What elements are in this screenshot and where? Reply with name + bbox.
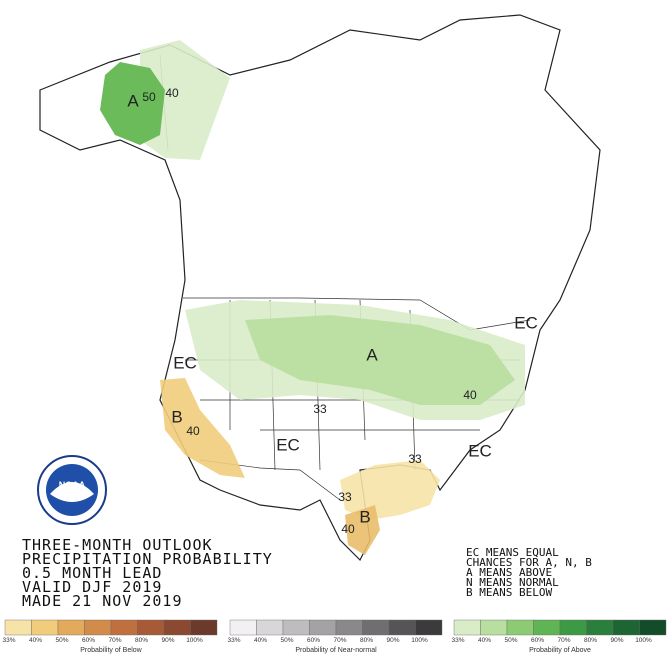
- alaska-above-50: [100, 62, 165, 145]
- key-line: EC MEANS EQUAL: [466, 546, 559, 559]
- legend-swatch: [256, 619, 284, 636]
- legend-swatch: [453, 619, 481, 636]
- legend-label: 33%: [451, 637, 464, 644]
- map-label: A: [366, 345, 378, 364]
- legend-label: 33%: [2, 637, 15, 644]
- us-canada-border: [183, 297, 531, 331]
- title-line: 0.5 MONTH LEAD: [22, 564, 162, 582]
- legend-caption: Probability of Near-normal: [295, 647, 377, 654]
- legend-swatch: [282, 619, 310, 636]
- legend-label: 90%: [386, 637, 399, 644]
- legend-swatch: [612, 619, 640, 636]
- legend-label: 40%: [478, 637, 491, 644]
- legend-swatch: [163, 619, 191, 636]
- title-line: THREE-MONTH OUTLOOK: [22, 536, 213, 554]
- legend-swatch: [639, 619, 667, 636]
- legend-swatch: [229, 619, 257, 636]
- legend-swatch: [110, 619, 138, 636]
- map-label: 33: [408, 452, 422, 466]
- map-label: B: [171, 407, 182, 426]
- legend-label: 80%: [360, 637, 373, 644]
- logo-text: NOAA: [59, 480, 86, 490]
- legend-caption: Probability of Below: [80, 647, 142, 654]
- map-label: 33: [313, 402, 327, 416]
- legend-label: 90%: [161, 637, 174, 644]
- legend-label: 33%: [227, 637, 240, 644]
- map-label: EC: [173, 353, 197, 372]
- legend-swatch: [31, 619, 59, 636]
- legend-swatch: [190, 619, 218, 636]
- legend-swatch: [388, 619, 416, 636]
- key-line: B MEANS BELOW: [466, 586, 552, 599]
- title-line: PRECIPITATION PROBABILITY: [22, 550, 273, 568]
- title-line: MADE 21 NOV 2019: [22, 592, 183, 610]
- map-label: EC: [468, 441, 492, 460]
- key-line: CHANCES FOR A, N, B: [466, 556, 592, 569]
- legend-label: 70%: [108, 637, 121, 644]
- logo-bird: [50, 482, 94, 502]
- legend-swatch: [506, 619, 534, 636]
- texas-below-40: [345, 505, 380, 555]
- legend-label: 40%: [254, 637, 267, 644]
- legend-swatch: [415, 619, 443, 636]
- legend-label: 80%: [584, 637, 597, 644]
- legend-label: 50%: [55, 637, 68, 644]
- map-label: 40: [463, 388, 477, 402]
- legend-label: 40%: [29, 637, 42, 644]
- legend-swatch: [335, 619, 363, 636]
- alaska-above-40: [140, 40, 230, 160]
- map-label: A: [127, 91, 139, 110]
- legend-label: 100%: [411, 637, 428, 644]
- legend-label: 50%: [504, 637, 517, 644]
- map-label: 33: [338, 490, 352, 504]
- key-line: N MEANS NORMAL: [466, 576, 559, 589]
- legend-swatch: [4, 619, 32, 636]
- legend-swatch: [362, 619, 390, 636]
- legend-swatch: [533, 619, 561, 636]
- legend-label: 100%: [635, 637, 652, 644]
- legend-label: 70%: [557, 637, 570, 644]
- map-label: 40: [341, 522, 355, 536]
- legend-label: 50%: [280, 637, 293, 644]
- legend-label: 100%: [186, 637, 203, 644]
- map-label: EC: [514, 313, 538, 332]
- map-label: B: [359, 507, 370, 526]
- legend-caption: Probability of Above: [529, 647, 591, 654]
- legends: 33% 40% 50% 60% 70% 80% 90% 100% Probability of …: [2, 619, 667, 654]
- map-label: 50: [142, 90, 156, 104]
- noaa-logo: NOAA: [37, 455, 107, 525]
- legend-label: 80%: [135, 637, 148, 644]
- key-line: A MEANS ABOVE: [466, 566, 552, 579]
- legend-swatch: [84, 619, 112, 636]
- title-line: VALID DJF 2019: [22, 578, 162, 596]
- legend-swatch: [137, 619, 165, 636]
- map-label: 40: [186, 424, 200, 438]
- legend-swatch: [309, 619, 337, 636]
- gulf-below-33: [340, 460, 440, 520]
- legend-label: 90%: [610, 637, 623, 644]
- map-label: 40: [165, 86, 179, 100]
- legend-label: 60%: [531, 637, 544, 644]
- map-label: EC: [276, 435, 300, 454]
- legend-label: 60%: [82, 637, 95, 644]
- midwest-above-40: [245, 315, 515, 405]
- legend-swatch: [57, 619, 85, 636]
- legend-swatch: [480, 619, 508, 636]
- legend-swatch: [559, 619, 587, 636]
- legend-label: 60%: [307, 637, 320, 644]
- california-below-40: [160, 378, 245, 478]
- legend-swatch: [586, 619, 614, 636]
- legend-label: 70%: [333, 637, 346, 644]
